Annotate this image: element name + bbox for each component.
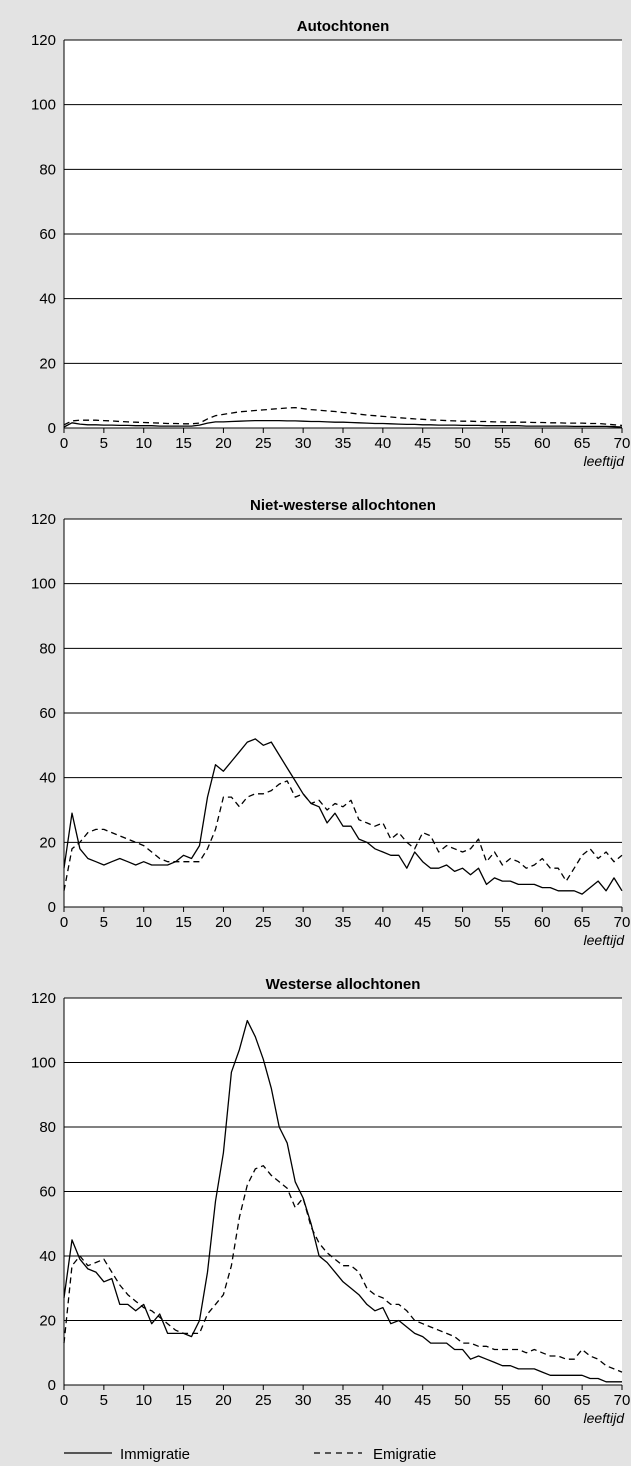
y-tick-label: 100	[31, 576, 56, 593]
x-tick-label: 55	[494, 914, 511, 931]
chart-panel-0: Autochtonen 0 20 40 60 80 100 120 0 5 10 15 20 25 30 35…	[31, 18, 630, 469]
chart-title: Autochtonen	[297, 18, 389, 35]
chart-title: Westerse allochtonen	[266, 976, 421, 993]
x-tick-label: 20	[215, 435, 232, 452]
legend-label-immigratie: Immigratie	[120, 1446, 190, 1463]
y-tick-label: 60	[39, 705, 56, 722]
chart-panel-1: Niet-westerse allochtonen020406080100120…	[31, 497, 630, 948]
x-tick-label: 10	[135, 914, 152, 931]
legend-label-emigratie: Emigratie	[373, 1446, 436, 1463]
legend: Immigratie Emigratie	[64, 1446, 436, 1463]
y-tick-label: 120	[31, 511, 56, 528]
x-tick-label: 60	[534, 435, 551, 452]
x-tick-label: 40	[375, 435, 392, 452]
x-tick-label: 35	[335, 1392, 352, 1409]
series-line-emigratie	[63, 780, 623, 891]
x-tick-label: 15	[175, 1392, 192, 1409]
y-tick-label: 60	[39, 1184, 56, 1201]
x-tick-label: 70	[614, 1392, 631, 1409]
x-tick-label: 40	[375, 914, 392, 931]
x-tick-label: 25	[255, 1392, 272, 1409]
x-tick-label: 15	[175, 435, 192, 452]
y-tick-label: 20	[39, 1313, 56, 1330]
x-tick-label: 50	[454, 914, 471, 931]
x-tick-label: 70	[614, 914, 631, 931]
x-axis-label: leeftijd	[584, 453, 626, 469]
x-tick-label: 30	[295, 435, 312, 452]
x-tick-label: 20	[215, 914, 232, 931]
series-line-immigratie	[63, 419, 623, 428]
y-tick-label: 120	[31, 990, 56, 1007]
x-tick-label: 25	[255, 914, 272, 931]
x-tick-label: 50	[454, 1392, 471, 1409]
series-line-emigratie	[63, 406, 623, 427]
x-tick-label: 0	[60, 1392, 68, 1409]
x-tick-label: 65	[574, 1392, 591, 1409]
x-tick-label: 10	[135, 1392, 152, 1409]
x-tick-label: 70	[614, 435, 631, 452]
x-tick-label: 0	[60, 914, 68, 931]
y-tick-label: 40	[39, 770, 56, 787]
x-tick-label: 0	[60, 435, 68, 452]
x-axis-label: leeftijd	[584, 1410, 626, 1426]
x-tick-label: 30	[295, 1392, 312, 1409]
x-axis-label: leeftijd	[584, 932, 626, 948]
x-tick-label: 60	[534, 914, 551, 931]
x-tick-label: 55	[494, 1392, 511, 1409]
x-tick-label: 60	[534, 1392, 551, 1409]
x-tick-label: 20	[215, 1392, 232, 1409]
chart-title: Niet-westerse allochtonen	[250, 497, 436, 514]
y-tick-label: 120	[31, 32, 56, 49]
x-tick-label: 15	[175, 914, 192, 931]
x-tick-label: 5	[100, 435, 108, 452]
x-tick-label: 30	[295, 914, 312, 931]
y-tick-label: 100	[31, 97, 56, 114]
x-tick-label: 25	[255, 435, 272, 452]
x-tick-label: 50	[454, 435, 471, 452]
x-tick-label: 10	[135, 435, 152, 452]
chart-panel-2: Westerse allochtonen 0 20 40 60 80 100 120 0 5 10 1…	[31, 976, 630, 1426]
x-tick-label: 45	[414, 1392, 431, 1409]
series-line-immigratie	[63, 1019, 622, 1383]
x-tick-label: 65	[574, 435, 591, 452]
y-tick-label: 60	[39, 226, 56, 243]
x-tick-label: 45	[414, 435, 431, 452]
y-tick-label: 80	[39, 1119, 56, 1136]
y-tick-label: 0	[48, 420, 56, 437]
y-tick-label: 40	[39, 291, 56, 308]
y-tick-label: 40	[39, 1248, 56, 1265]
x-tick-label: 40	[375, 1392, 392, 1409]
x-tick-label: 35	[335, 435, 352, 452]
x-tick-label: 45	[414, 914, 431, 931]
x-tick-label: 65	[574, 914, 591, 931]
x-tick-label: 5	[100, 1392, 108, 1409]
y-tick-label: 20	[39, 834, 56, 851]
y-tick-label: 80	[39, 161, 56, 178]
y-tick-label: 80	[39, 640, 56, 657]
y-tick-label: 0	[48, 899, 56, 916]
y-tick-label: 0	[48, 1377, 56, 1394]
y-tick-label: 100	[31, 1055, 56, 1072]
x-tick-label: 35	[335, 914, 352, 931]
y-tick-label: 20	[39, 355, 56, 372]
x-tick-label: 5	[100, 914, 108, 931]
series-line-immigratie	[63, 738, 623, 895]
x-tick-label: 55	[494, 435, 511, 452]
